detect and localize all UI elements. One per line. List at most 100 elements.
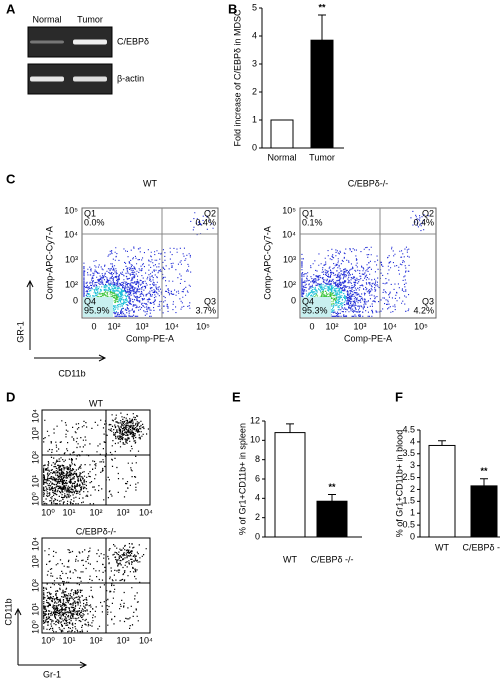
x-tick-label: 10² bbox=[89, 635, 102, 645]
y-tick-label: 10³ bbox=[65, 254, 78, 264]
panel-letter: E bbox=[232, 389, 241, 404]
quadrant-name: Q3 bbox=[422, 296, 434, 306]
quadrant-value: 95.3% bbox=[302, 305, 328, 315]
quadrant-name: Q4 bbox=[84, 296, 96, 306]
quadrant-value: 95.9% bbox=[84, 305, 110, 315]
x-tick-label: 10³ bbox=[135, 321, 148, 331]
x-tick-label: 10³ bbox=[116, 635, 129, 645]
bar bbox=[310, 39, 334, 149]
y-tick-label: 10⁵ bbox=[282, 205, 296, 215]
error-bar bbox=[286, 423, 294, 433]
quadrant-label-bg bbox=[83, 297, 113, 317]
y-tick-label: 10⁴ bbox=[30, 409, 40, 423]
x-tick-label: 10⁴ bbox=[165, 321, 179, 331]
y-tick-label: 8 bbox=[255, 454, 260, 464]
panel-letter: F bbox=[395, 389, 403, 404]
y-tick-label: 4 bbox=[255, 493, 260, 503]
plot-frame bbox=[41, 537, 151, 634]
y-tick-label: 10⁰ bbox=[30, 620, 40, 634]
y-tick-label: 4.5 bbox=[402, 424, 415, 434]
y-axis-label: Fold increase of C/EBPδ in MDSC bbox=[232, 9, 242, 147]
arrow bbox=[26, 279, 34, 350]
x-axis-label: Comp-PE-A bbox=[344, 333, 392, 343]
y-tick-label: 0.5 bbox=[402, 519, 415, 529]
x-tick-label: WT bbox=[435, 542, 449, 552]
band-label: C/EBPδ bbox=[117, 36, 149, 46]
dots bbox=[313, 290, 337, 307]
x-tick-label: 10² bbox=[325, 321, 338, 331]
quadrant-value: 3.7% bbox=[195, 305, 216, 315]
error-bar bbox=[328, 493, 336, 502]
quadrant-value: 0.4% bbox=[413, 217, 434, 227]
quadrant-name: Q2 bbox=[204, 208, 216, 218]
y-tick-label: 2 bbox=[410, 484, 415, 494]
y-tick-label: 10² bbox=[30, 579, 40, 592]
x-tick-label: 10⁴ bbox=[139, 635, 153, 645]
quadrant-value: 4.2% bbox=[413, 305, 434, 315]
bar bbox=[316, 500, 348, 538]
y-tick-label: 10⁴ bbox=[282, 229, 296, 239]
panel-letter: A bbox=[6, 1, 16, 16]
quadrant-value: 0.1% bbox=[302, 217, 323, 227]
y-tick-label: 4 bbox=[410, 436, 415, 446]
plot-frame bbox=[41, 409, 151, 506]
y-tick-label: 10 bbox=[250, 435, 260, 445]
y-tick-label: 4 bbox=[252, 30, 257, 40]
dots bbox=[43, 412, 149, 505]
x-tick-label: 10⁴ bbox=[383, 321, 397, 331]
y-tick-label: 10³ bbox=[30, 427, 40, 440]
y-tick-label: 1 bbox=[252, 114, 257, 124]
x-tick-label: C/EBPδ -/- bbox=[310, 554, 353, 564]
marker-label: GR-1 bbox=[15, 321, 25, 343]
error-bar bbox=[318, 14, 326, 41]
plot-title: WT bbox=[143, 178, 157, 188]
bar bbox=[274, 432, 306, 538]
quadrant-label-bg bbox=[301, 297, 331, 317]
lane-label: Tumor bbox=[77, 14, 103, 24]
y-tick-label: 10⁰ bbox=[30, 492, 40, 506]
x-tick-label: 0 bbox=[309, 321, 314, 331]
y-axis-label: % of Gr1+CD11b+ in spleen bbox=[237, 423, 247, 535]
marker-label: Gr-1 bbox=[43, 669, 61, 679]
plot-title: WT bbox=[89, 398, 103, 408]
panel-letter: B bbox=[228, 1, 237, 16]
panel-letter: C bbox=[6, 171, 16, 186]
gel-band bbox=[73, 39, 107, 45]
y-tick-label: 0 bbox=[291, 295, 296, 305]
y-tick-label: 2 bbox=[255, 512, 260, 522]
gel-band bbox=[73, 76, 107, 82]
x-tick-label: 10⁰ bbox=[41, 635, 55, 645]
lane-label: Normal bbox=[32, 14, 61, 24]
arrow bbox=[18, 661, 88, 669]
y-tick-label: 10² bbox=[65, 279, 78, 289]
x-tick-label: 10¹ bbox=[62, 507, 75, 517]
y-tick-label: 0 bbox=[73, 295, 78, 305]
y-tick-label: 10³ bbox=[283, 254, 296, 264]
x-tick-label: 10⁵ bbox=[196, 321, 210, 331]
annotation: ** bbox=[328, 482, 336, 492]
x-tick-label: WT bbox=[283, 554, 297, 564]
plot-title: C/EBPδ-/- bbox=[76, 526, 117, 536]
quadrant-name: Q1 bbox=[84, 208, 96, 218]
annotation: ** bbox=[318, 2, 326, 12]
y-tick-label: 0 bbox=[252, 142, 257, 152]
panel-letter: D bbox=[6, 389, 15, 404]
dots bbox=[303, 284, 347, 314]
quadrant-name: Q2 bbox=[422, 208, 434, 218]
bar bbox=[270, 119, 294, 149]
arrow bbox=[14, 607, 22, 665]
arrow bbox=[34, 354, 107, 362]
y-axis-label: Comp-APC-Cy7-A bbox=[262, 226, 272, 300]
y-tick-label: 10⁴ bbox=[64, 229, 78, 239]
marker-label: CD11b bbox=[58, 368, 85, 378]
x-tick-label: 10⁴ bbox=[139, 507, 153, 517]
gel-band bbox=[30, 40, 64, 44]
annotation: ** bbox=[480, 466, 488, 476]
quadrant-value: 0.0% bbox=[84, 217, 105, 227]
y-tick-label: 10⁴ bbox=[30, 537, 40, 551]
y-tick-label: 1.5 bbox=[402, 496, 415, 506]
y-tick-label: 1 bbox=[410, 508, 415, 518]
x-tick-label: 0 bbox=[91, 321, 96, 331]
x-tick-label: 10³ bbox=[116, 507, 129, 517]
